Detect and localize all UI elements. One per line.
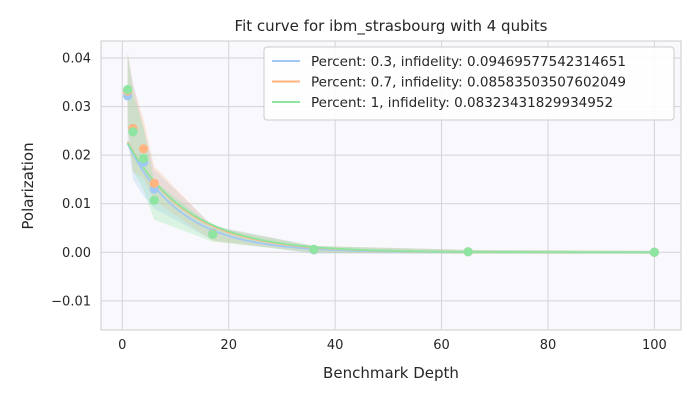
x-tick-label: 20	[220, 338, 237, 353]
data-point	[149, 195, 159, 205]
data-point	[309, 244, 319, 254]
data-point	[138, 144, 149, 154]
legend-box	[263, 46, 675, 121]
y-tick-label: 0.03	[62, 100, 91, 115]
legend-entry: Percent: 1, infidelity: 0.08323431829934…	[311, 95, 613, 111]
x-tick-label: 40	[327, 338, 344, 353]
data-point	[138, 153, 149, 164]
y-ticks: −0.01 0.00 0.01 0.02 0.03 0.04	[51, 52, 91, 310]
y-tick-label: 0.02	[62, 149, 91, 164]
x-tick-label: 100	[642, 338, 667, 353]
grid	[101, 41, 681, 330]
data-point	[649, 247, 659, 257]
x-tick-label: 60	[433, 338, 450, 353]
y-axis-label: Polarization	[19, 142, 37, 229]
x-tick-label: 80	[540, 338, 557, 353]
x-ticks: 0 20 40 60 80 100	[118, 338, 667, 353]
x-axis-label: Benchmark Depth	[323, 364, 459, 382]
data-point	[123, 84, 133, 95]
y-tick-label: 0.04	[62, 52, 91, 67]
fit-curve	[126, 142, 655, 254]
x-tick-label: 0	[118, 338, 126, 353]
data-point	[149, 178, 159, 188]
y-tick-label: 0.01	[62, 197, 91, 212]
data-point	[128, 127, 138, 137]
legend-entry: Percent: 0.7, infidelity: 0.085835035076…	[311, 75, 626, 91]
data-points	[123, 84, 659, 257]
data-point	[463, 247, 473, 257]
legend-entry: Percent: 0.3, infidelity: 0.094695775423…	[311, 54, 626, 70]
y-tick-label: −0.01	[51, 294, 91, 309]
data-point	[208, 229, 218, 239]
y-tick-label: 0.00	[62, 246, 91, 261]
chart-title: Fit curve for ibm_strasbourg with 4 qubi…	[235, 17, 548, 36]
legend: Percent: 0.3, infidelity: 0.094695775423…	[263, 46, 675, 121]
